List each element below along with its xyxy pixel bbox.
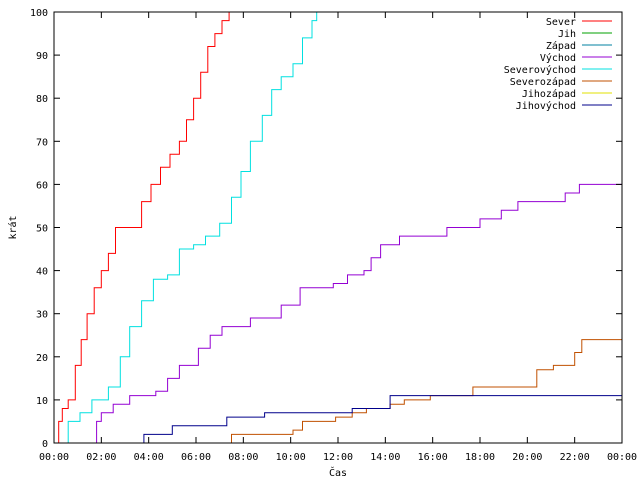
y-tick-label: 100 [30,8,48,19]
x-tick-label: 02:00 [86,452,116,463]
y-tick-label: 60 [36,180,48,191]
series-line-severozápad [229,339,622,444]
legend-label: Jihovýchod [516,100,576,112]
legend-label: Sever [546,17,576,28]
y-tick-label: 40 [36,267,48,278]
x-tick-label: 18:00 [465,452,495,463]
x-tick-label: 00:00 [607,452,637,463]
legend-label: Východ [540,52,576,64]
series-line-východ [94,183,622,444]
series-line-severovýchod [63,12,318,444]
legend-label: Jih [558,29,576,40]
x-axis-label: Čas [329,466,347,479]
x-tick-label: 16:00 [418,452,448,463]
x-tick-label: 20:00 [512,452,542,463]
y-tick-label: 20 [36,353,48,364]
y-tick-label: 90 [36,51,48,62]
x-tick-label: 04:00 [134,452,164,463]
x-tick-label: 08:00 [228,452,258,463]
y-tick-label: 80 [36,94,48,105]
legend-label: Severozápad [510,76,576,88]
legend-label: Severovýchod [504,64,576,76]
x-tick-label: 00:00 [39,452,69,463]
y-tick-label: 30 [36,310,48,321]
x-tick-label: 14:00 [370,452,400,463]
series-line-jihovýchod [141,391,623,444]
legend-label: Západ [546,40,576,52]
x-tick-label: 22:00 [560,452,590,463]
series-line-sever [54,12,230,444]
y-tick-label: 10 [36,396,48,407]
plot-lines [54,12,623,444]
x-tick-label: 12:00 [323,452,353,463]
y-axis: 0 10 20 30 40 50 60 70 80 90 100 [30,8,622,450]
y-tick-label: 0 [42,439,48,450]
x-axis: 00:00 02:00 04:00 06:00 08:00 10:00 12:00 14:00… [39,12,637,463]
legend: SeverJihZápadVýchodSeverovýchodSeverozáp… [504,17,612,112]
x-tick-label: 10:00 [276,452,306,463]
x-tick-label: 06:00 [181,452,211,463]
legend-label: Jihozápad [522,88,576,100]
y-tick-label: 70 [36,137,48,148]
y-axis-label: krát [7,215,19,239]
y-tick-label: 50 [36,224,48,235]
